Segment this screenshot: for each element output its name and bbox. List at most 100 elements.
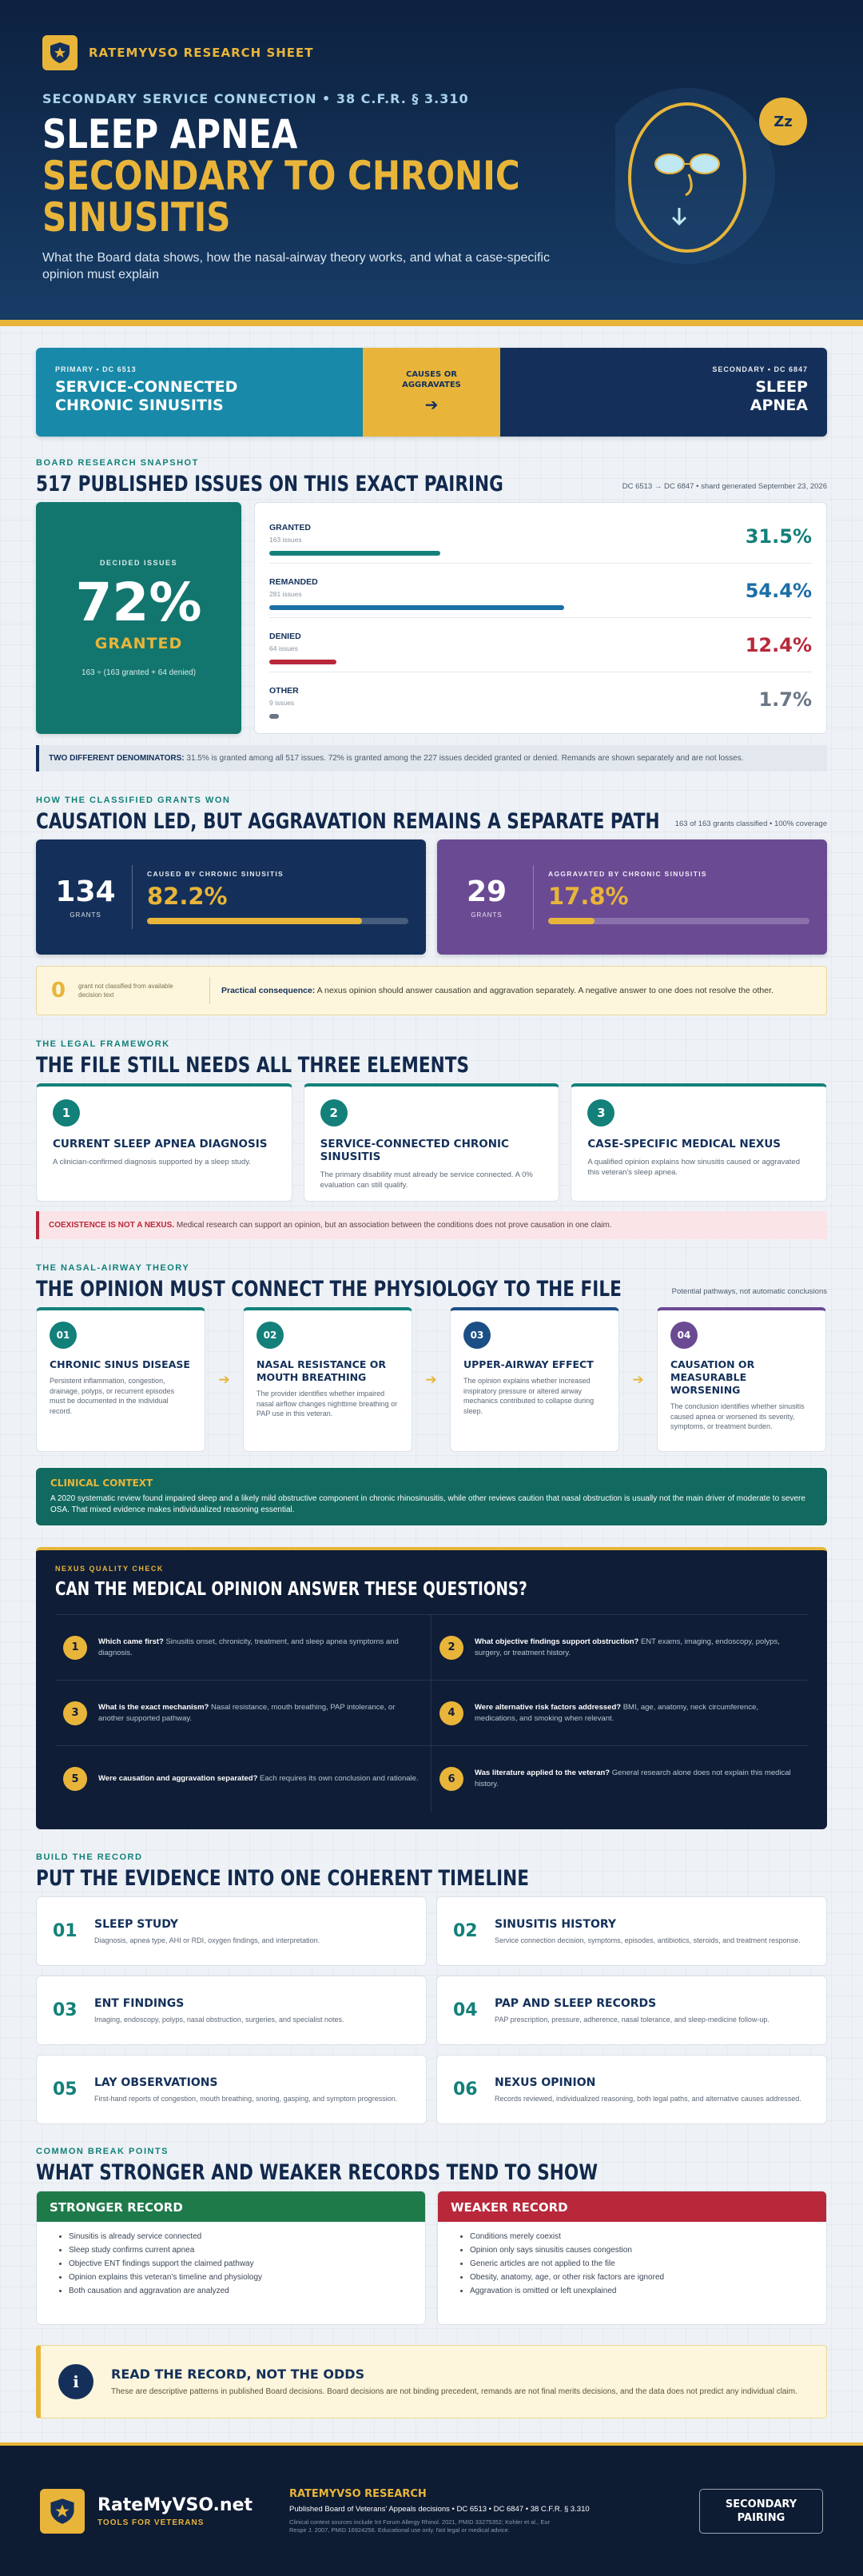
g-fill bbox=[548, 918, 595, 924]
badge: Zz bbox=[774, 114, 793, 130]
list-item: Opinion explains this veteran's timeline… bbox=[69, 2271, 425, 2284]
g-name: AGGRAVATED BY CHRONIC SINUSITIS bbox=[548, 870, 707, 878]
divider bbox=[209, 977, 210, 1004]
callout-title: READ THE RECORD, NOT THE ODDS bbox=[111, 2366, 365, 2382]
divider bbox=[533, 865, 534, 929]
circ: 03 bbox=[463, 1322, 491, 1349]
warning-lead: COEXISTENCE IS NOT A NEXUS. bbox=[49, 1221, 175, 1230]
outcome-pct: 12.4% bbox=[745, 634, 812, 656]
title-line: SECONDARY TO CHRONIC bbox=[42, 153, 520, 199]
list-item: Both causation and aggravation are analy… bbox=[69, 2284, 425, 2298]
tagline: TOOLS FOR VETERANS bbox=[97, 2518, 205, 2527]
t-x: Service connection decision, symptoms, e… bbox=[495, 1936, 801, 1944]
meta: Potential pathways, not automatic conclu… bbox=[671, 1287, 827, 1296]
g-body: CAUSED BY CHRONIC SINUSITIS 82.2% bbox=[147, 870, 408, 924]
lcard: 2 SERVICE-CONNECTED CHRONIC SINUSITIS The … bbox=[303, 1083, 560, 1202]
l-x: A qualified opinion explains how sinusit… bbox=[587, 1158, 800, 1177]
tcard: 01 SLEEP STUDY Diagnosis, apnea type, AHI … bbox=[36, 1896, 427, 1966]
c-list: Conditions merely coexistOpinion only sa… bbox=[438, 2230, 826, 2298]
footer-line: Published Board of Veterans' Appeals dec… bbox=[289, 2504, 590, 2514]
qcell: 1 Which came first? Sinusitis onset, chro… bbox=[55, 1615, 432, 1681]
t-body: LAY OBSERVATIONS First-hand reports of co… bbox=[94, 2076, 397, 2103]
t-body: SINUSITIS HISTORY Service connection deci… bbox=[495, 1918, 801, 1945]
pairing-button[interactable]: SECONDARY PAIRING bbox=[699, 2488, 823, 2534]
g-n: 134 bbox=[55, 875, 116, 908]
answer: ENT exams, imaging, endoscopy, polyps, s… bbox=[475, 1637, 780, 1657]
g-pct: 17.8% bbox=[548, 883, 629, 910]
l-x: A clinician-confirmed diagnosis supporte… bbox=[53, 1158, 252, 1166]
consequence-body: A nexus opinion should answer causation … bbox=[316, 986, 774, 995]
t-t: NEXUS OPINION bbox=[495, 2076, 596, 2089]
footer-title: RATEMYVSO RESEARCH bbox=[289, 2487, 427, 2500]
logo bbox=[42, 35, 78, 70]
outcome-pct: 54.4% bbox=[745, 580, 812, 602]
t-t: SINUSITIS HISTORY bbox=[495, 1917, 616, 1931]
primary-eyebrow: PRIMARY • DC 6513 bbox=[55, 365, 137, 373]
context-text: A 2020 systematic review found impaired … bbox=[50, 1494, 805, 1514]
list-item: Obesity, anatomy, age, or other risk fac… bbox=[470, 2271, 826, 2284]
info-icon: i bbox=[58, 2364, 93, 2399]
quality-check: NEXUS QUALITY CHECK CAN THE MEDICAL OPIN… bbox=[36, 1547, 827, 1829]
divider bbox=[0, 320, 863, 326]
link: CAUSES OR AGGRAVATES ➔ bbox=[363, 348, 500, 437]
qnum: 4 bbox=[439, 1701, 463, 1725]
circ: 3 bbox=[587, 1099, 615, 1127]
list-item: Generic articles are not applied to the … bbox=[470, 2257, 826, 2271]
t-n: 06 bbox=[453, 2080, 478, 2099]
list-item: Opinion only says sinusitis causes conge… bbox=[470, 2243, 826, 2257]
decided-value: 72% bbox=[75, 572, 202, 633]
answer: Nasal resistance, mouth breathing, PAP i… bbox=[98, 1702, 396, 1723]
section-title: PUT THE EVIDENCE INTO ONE COHERENT TIMEL… bbox=[36, 1866, 529, 1891]
t-x: First-hand reports of congestion, mouth … bbox=[94, 2094, 398, 2103]
timeline: 01 SLEEP STUDY Diagnosis, apnea type, AHI … bbox=[36, 1896, 827, 2124]
s-x: Persistent inflammation, congestion, dra… bbox=[50, 1377, 175, 1415]
section-head: BOARD RESEARCH SNAPSHOT 517 PUBLISHED IS… bbox=[36, 452, 827, 498]
t-t: ENT FINDINGS bbox=[94, 1996, 185, 2010]
eyebrow: NEXUS QUALITY CHECK bbox=[55, 1565, 164, 1573]
tcard: 03 ENT FINDINGS Imaging, endoscopy, polyps… bbox=[36, 1976, 427, 2045]
outcome-count: 163 issues bbox=[269, 536, 302, 544]
qnum: 2 bbox=[439, 1635, 463, 1660]
outcome-name: OTHER bbox=[269, 686, 299, 696]
primary-title: SERVICE-CONNECTED CHRONIC SINUSITIS bbox=[55, 378, 238, 414]
qtext: What objective findings support obstruct… bbox=[475, 1637, 800, 1659]
g-track bbox=[147, 918, 408, 924]
g-body: AGGRAVATED BY CHRONIC SINUSITIS 17.8% bbox=[548, 870, 809, 924]
g-count: 134 GRANTS bbox=[54, 875, 117, 919]
g-pct: 82.2% bbox=[147, 883, 228, 910]
warning-text: Medical research can support an opinion,… bbox=[176, 1221, 612, 1230]
circ: 2 bbox=[320, 1099, 348, 1127]
gcard: 134 GRANTS CAUSED BY CHRONIC SINUSITIS 82.2… bbox=[36, 839, 426, 955]
outcome-name: GRANTED bbox=[269, 523, 311, 532]
l-t: CASE-SPECIFIC MEDICAL NEXUS bbox=[587, 1138, 781, 1150]
title-line: SINUSITIS bbox=[42, 194, 231, 241]
warning: COEXISTENCE IS NOT A NEXUS. Medical rese… bbox=[36, 1211, 827, 1239]
qcell: 5 Were causation and aggravation separate… bbox=[55, 1746, 432, 1812]
tcard: 05 LAY OBSERVATIONS First-hand reports of … bbox=[36, 2055, 427, 2124]
t-body: NEXUS OPINION Records reviewed, individua… bbox=[495, 2076, 801, 2103]
outcome-pct: 1.7% bbox=[758, 688, 812, 711]
outcome-row: GRANTED 163 issues 31.5% bbox=[269, 509, 812, 564]
circ: 04 bbox=[670, 1322, 698, 1349]
section-head: THE LEGAL FRAMEWORK THE FILE STILL NEEDS… bbox=[36, 1033, 827, 1079]
title-line: SLEEP APNEA bbox=[42, 111, 298, 158]
pairing-banner: PRIMARY • DC 6513 SERVICE-CONNECTED CHRO… bbox=[36, 348, 827, 437]
section-head: HOW THE CLASSIFIED GRANTS WON CAUSATION … bbox=[36, 789, 827, 835]
eyebrow: HOW THE CLASSIFIED GRANTS WON bbox=[36, 796, 231, 805]
qtext: What is the exact mechanism? Nasal resis… bbox=[98, 1702, 423, 1725]
s-t: NASAL RESISTANCE OR MOUTH BREATHING bbox=[257, 1358, 386, 1383]
section-title: THE OPINION MUST CONNECT THE PHYSIOLOGY … bbox=[36, 1277, 622, 1302]
link-text: CAUSES OR AGGRAVATES bbox=[402, 370, 461, 389]
callout-body: READ THE RECORD, NOT THE ODDS These are … bbox=[111, 2367, 797, 2398]
l-t: SERVICE-CONNECTED CHRONIC SINUSITIS bbox=[320, 1138, 509, 1163]
c-head: STRONGER RECORD bbox=[37, 2191, 425, 2222]
s-t: CHRONIC SINUS DISEASE bbox=[50, 1358, 190, 1370]
grant-cards: 134 GRANTS CAUSED BY CHRONIC SINUSITIS 82.2… bbox=[36, 839, 827, 955]
footer-info: RATEMYVSO RESEARCH Published Board of Ve… bbox=[289, 2488, 699, 2534]
consequence-lead: Practical consequence: bbox=[221, 986, 316, 995]
qtext: Were causation and aggravation separated… bbox=[98, 1773, 419, 1784]
content: PRIMARY • DC 6513 SERVICE-CONNECTED CHRO… bbox=[0, 348, 863, 2418]
title: SLEEP APNEA SECONDARY TO CHRONIC SINUSIT… bbox=[42, 114, 611, 238]
list-item: Objective ENT findings support the claim… bbox=[69, 2257, 425, 2271]
